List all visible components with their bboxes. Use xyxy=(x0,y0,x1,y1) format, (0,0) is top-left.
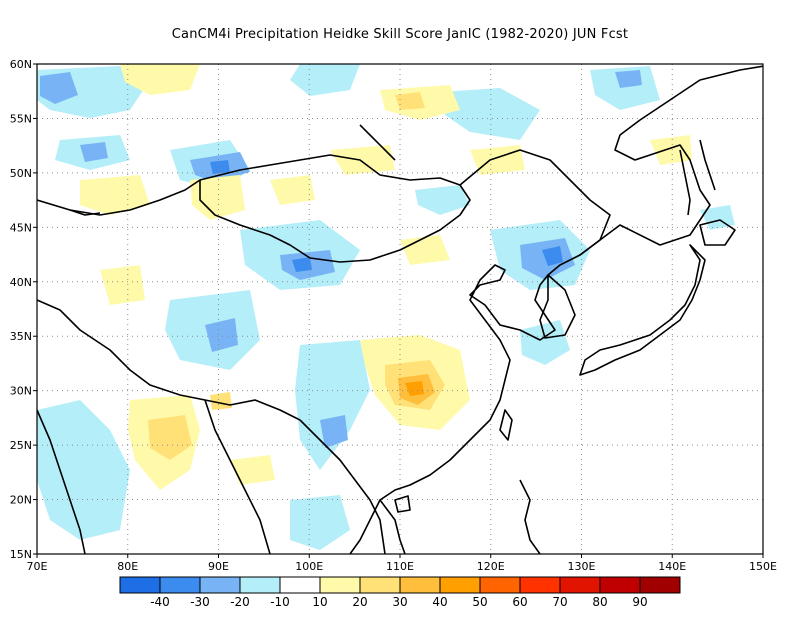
dark-orange-patches xyxy=(405,381,424,396)
mongolia-border xyxy=(199,154,471,263)
colorbar-label: 50 xyxy=(472,595,487,609)
colorbar-label: 10 xyxy=(312,595,327,609)
colorbar: -40 -30 -20 -10 10 20 30 40 50 60 70 80 90 xyxy=(119,576,681,609)
lat-lon-grid xyxy=(37,64,763,554)
lat-label: 45N xyxy=(10,221,32,234)
indochina-border xyxy=(204,399,271,554)
northeast-china-border xyxy=(459,149,611,256)
lon-label: 70E xyxy=(27,560,48,573)
colorbar-swatch xyxy=(639,576,681,594)
colorbar-swatch xyxy=(279,576,321,594)
lat-label: 55N xyxy=(10,112,32,125)
colorbar-swatch xyxy=(199,576,241,594)
taiwan-coastline xyxy=(499,409,513,441)
map-axes: 70E 80E 90E 100E 110E 120E 130E 140E 150E 60N 55N 5… xyxy=(10,58,777,573)
colorbar-swatch xyxy=(319,576,361,594)
japan-coastline xyxy=(579,244,706,376)
hainan-coastline xyxy=(394,495,411,513)
colorbar-label: 40 xyxy=(432,595,447,609)
indochina-coast xyxy=(299,419,386,554)
colorbar-label: 20 xyxy=(352,595,367,609)
colorbar-swatch xyxy=(479,576,521,594)
colorbar-swatch xyxy=(119,576,161,594)
kamchatka-coastline xyxy=(699,139,716,191)
colorbar-swatch xyxy=(399,576,441,594)
coastlines-and-borders xyxy=(37,65,763,554)
lat-label: 35N xyxy=(10,330,32,343)
korea-coastline xyxy=(539,274,576,339)
lat-label: 20N xyxy=(10,494,32,507)
lat-label: 50N xyxy=(10,167,32,180)
light-blue-patches xyxy=(37,64,735,550)
colorbar-swatch xyxy=(359,576,401,594)
himalaya-border xyxy=(37,299,301,421)
lat-label: 30N xyxy=(10,385,32,398)
east-asia-coastline xyxy=(349,65,763,554)
india-west-coastline xyxy=(37,409,86,554)
colorbar-label: 30 xyxy=(392,595,407,609)
lon-label: 110E xyxy=(386,560,414,573)
lat-label: 15N xyxy=(10,548,32,561)
lat-label: 60N xyxy=(10,58,32,71)
colorbar-label: 70 xyxy=(552,595,567,609)
colorbar-label: -20 xyxy=(230,595,250,609)
lake-balkhash xyxy=(69,209,101,216)
colorbar-swatch xyxy=(559,576,601,594)
colorbar-label: -10 xyxy=(270,595,290,609)
colorbar-label: 90 xyxy=(632,595,647,609)
lon-label: 100E xyxy=(295,560,323,573)
colorbar-swatch xyxy=(599,576,641,594)
colorbar-label: -40 xyxy=(150,595,170,609)
dark-blue-patches xyxy=(210,160,563,272)
lon-label: 140E xyxy=(658,560,686,573)
colorbar-label: 80 xyxy=(592,595,607,609)
colorbar-label: -30 xyxy=(190,595,210,609)
map-title: CanCM4i Precipitation Heidke Skill Score… xyxy=(171,27,629,42)
sakhalin-coastline xyxy=(679,149,691,216)
vietnam-coast xyxy=(379,499,406,554)
hokkaido-coastline xyxy=(699,219,736,246)
lon-label: 90E xyxy=(208,560,229,573)
lat-label: 25N xyxy=(10,439,32,452)
colorbar-swatch xyxy=(159,576,201,594)
lon-label: 130E xyxy=(568,560,596,573)
lon-label: 80E xyxy=(117,560,138,573)
lon-label: 150E xyxy=(749,560,777,573)
colorbar-swatch xyxy=(519,576,561,594)
colorbar-swatch xyxy=(439,576,481,594)
skill-score-patches xyxy=(37,64,735,550)
lat-label: 40N xyxy=(10,276,32,289)
lake-baikal xyxy=(359,124,396,161)
colorbar-swatch xyxy=(239,576,281,594)
lon-label: 120E xyxy=(477,560,505,573)
colorbar-label: 60 xyxy=(512,595,527,609)
philippines-coastline xyxy=(519,479,541,554)
